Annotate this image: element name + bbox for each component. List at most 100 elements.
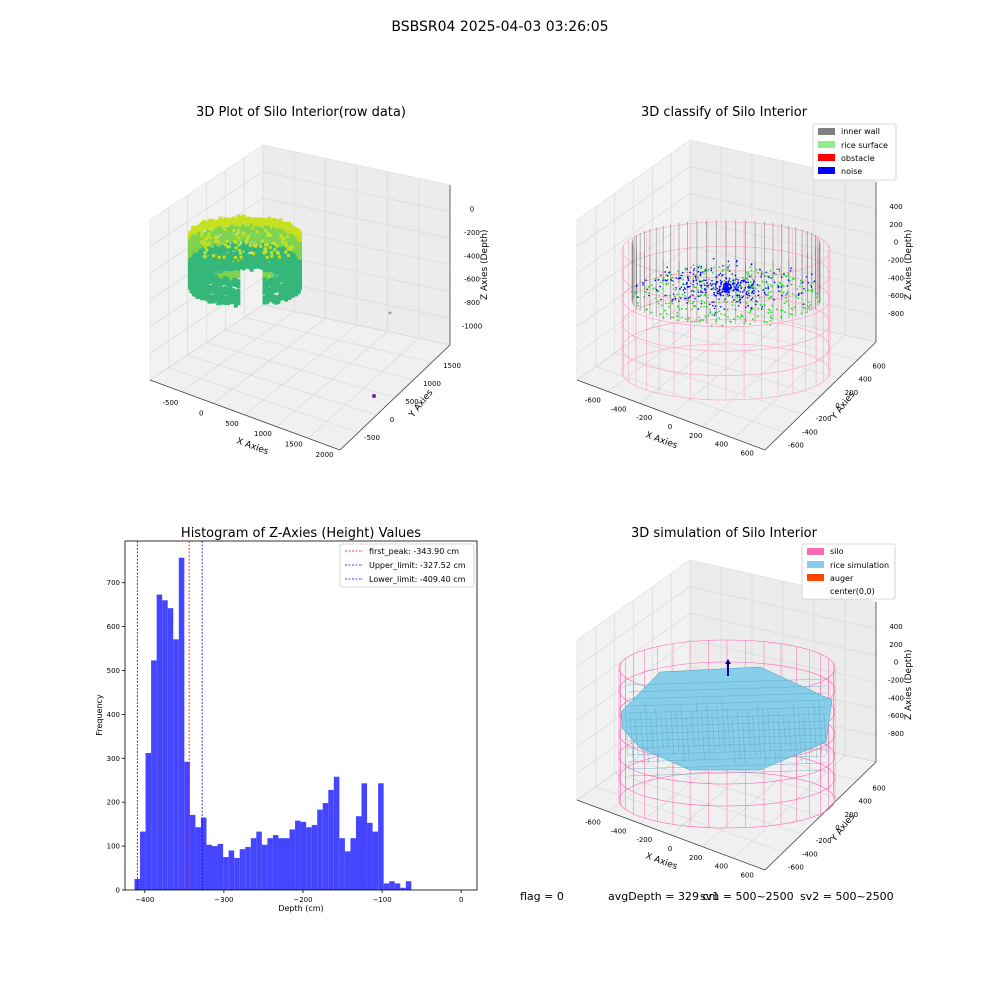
rice-surface-point <box>668 305 670 308</box>
histogram-y-tick: 400 <box>107 711 120 719</box>
raw-point <box>276 255 281 265</box>
noise-point <box>729 285 732 288</box>
rice-surface-point <box>749 309 752 312</box>
raw-point <box>254 234 259 244</box>
histogram-y-tick: 700 <box>107 579 120 587</box>
noise-point <box>737 282 739 285</box>
raw-point <box>239 255 243 259</box>
noise-point <box>697 266 700 269</box>
raw-x-tick: 0 <box>199 410 203 418</box>
raw-point <box>264 229 268 233</box>
noise-point <box>727 280 730 283</box>
rice-surface-point <box>665 294 668 297</box>
raw-point <box>200 240 204 244</box>
rice-mesh-line <box>624 701 629 757</box>
raw-point <box>297 259 302 269</box>
noise-point <box>745 281 748 283</box>
rice-surface-point <box>689 266 692 269</box>
grid-line <box>576 586 691 667</box>
raw-point <box>278 285 283 295</box>
histogram-bar <box>234 857 240 890</box>
noise-point <box>711 283 714 285</box>
raw-point <box>233 240 237 244</box>
simulation-zlabel: Z Axies (Depth) <box>904 649 914 720</box>
raw-point <box>239 251 243 255</box>
rice-surface-point <box>660 281 662 284</box>
noise-point <box>737 278 739 281</box>
raw-point <box>264 295 269 305</box>
rice-mesh-line <box>627 769 827 777</box>
noise-point <box>800 292 803 294</box>
raw-point <box>252 217 257 227</box>
rice-surface-point <box>750 274 753 276</box>
raw-point <box>239 251 244 261</box>
rice-surface-point <box>791 278 794 281</box>
noise-point <box>680 297 682 299</box>
raw-point <box>226 269 231 279</box>
raw-point <box>226 278 231 288</box>
rice-surface-point <box>745 302 748 304</box>
histogram-bar <box>339 838 345 890</box>
rice-surface-point <box>787 272 790 275</box>
noise-point <box>780 276 783 279</box>
raw-point <box>257 223 261 227</box>
raw-point <box>234 246 238 250</box>
noise-point <box>750 263 753 265</box>
rice-surface-point <box>729 289 732 292</box>
noise-point <box>723 286 726 288</box>
raw-point <box>254 259 259 269</box>
rice-mesh-line <box>711 713 715 752</box>
rice-surface-point <box>645 291 647 294</box>
simulation-y-tick: -200 <box>816 837 832 845</box>
raw-point <box>231 216 236 226</box>
noise-point <box>666 275 669 277</box>
rice-surface-point <box>793 277 795 280</box>
rice-surface-point <box>752 278 754 281</box>
simulation-x-tick: -200 <box>636 836 652 844</box>
classify-point-cloud <box>621 220 831 401</box>
histogram-x-tick: −300 <box>214 896 233 904</box>
rice-surface-point <box>799 279 802 282</box>
noise-point <box>700 302 703 305</box>
rice-surface-point <box>816 292 818 295</box>
noise-point <box>655 288 658 291</box>
noise-point <box>773 298 775 301</box>
histogram-vlines <box>136 541 203 890</box>
rice-surface-point <box>746 278 749 281</box>
rice-surface-point <box>684 267 687 270</box>
rice-surface-point <box>809 304 812 307</box>
rice-surface-point <box>731 304 734 307</box>
rice-surface-point <box>796 288 799 291</box>
noise-point <box>733 299 735 301</box>
noise-point <box>760 308 763 310</box>
raw-point <box>200 223 204 227</box>
rice-surface-point <box>725 301 728 303</box>
noise-point <box>727 266 729 268</box>
histogram-bar <box>217 843 224 890</box>
rice-surface-point <box>745 277 747 280</box>
noise-point <box>778 290 780 292</box>
rice-surface-point <box>668 294 671 297</box>
simulation-x-tick: 400 <box>715 863 728 871</box>
noise-point <box>738 294 741 297</box>
rice-surface-point <box>804 307 807 310</box>
y-axis-line <box>764 761 877 871</box>
rice-surface-point <box>634 292 637 295</box>
raw-point <box>217 255 221 259</box>
raw-point <box>233 268 238 278</box>
rice-surface-point <box>713 266 715 269</box>
noise-point <box>666 266 669 268</box>
raw-point <box>269 233 273 237</box>
rice-surface-point <box>707 296 709 299</box>
simulation-z-tick: -200 <box>888 677 904 685</box>
simulation-x-tick: 600 <box>740 872 753 880</box>
noise-point <box>746 291 748 293</box>
rice-surface-point <box>776 268 778 271</box>
raw-point <box>207 264 212 274</box>
rice-surface-point <box>808 308 811 311</box>
rice-surface-point <box>700 305 702 308</box>
rice-mesh-line <box>823 713 828 754</box>
raw-x-tick: 2000 <box>316 451 334 459</box>
rice-surface-point <box>676 293 679 296</box>
histogram-bar <box>378 783 384 890</box>
